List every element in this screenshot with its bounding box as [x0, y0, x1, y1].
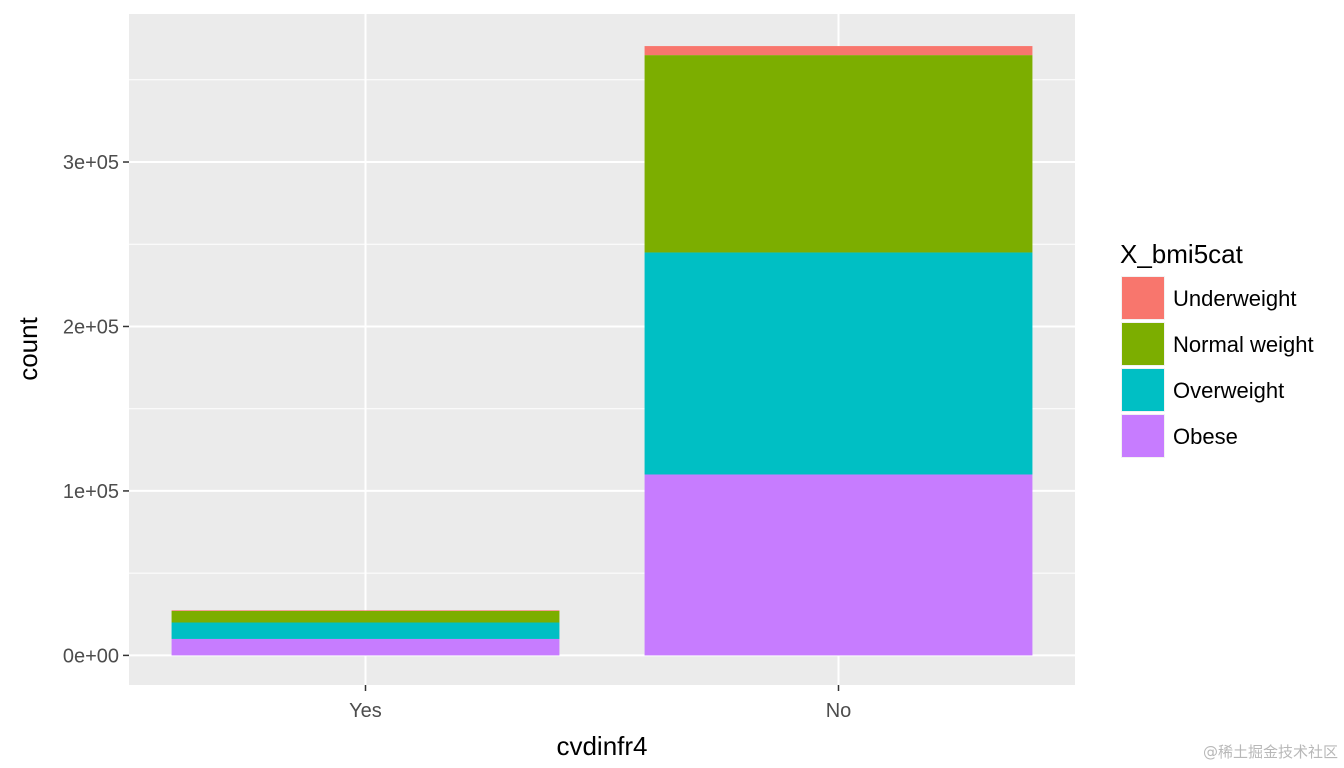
bar-yes-underweight — [171, 610, 560, 611]
legend-title: X_bmi5cat — [1120, 239, 1244, 269]
legend-swatch — [1122, 369, 1164, 411]
bar-no-obese — [644, 474, 1033, 656]
bars — [171, 46, 1033, 656]
bar-no-underweight — [644, 46, 1033, 56]
bar-yes-obese — [171, 638, 560, 656]
y-tick-label: 3e+05 — [63, 152, 119, 174]
bar-no-overweight — [644, 252, 1033, 475]
y-axis-ticks: 0e+00 1e+05 2e+05 3e+05 — [63, 152, 129, 667]
y-tick-label: 2e+05 — [63, 316, 119, 338]
legend-swatch — [1122, 323, 1164, 365]
bar-yes-overweight — [171, 622, 560, 639]
watermark: @稀土掘金技术社区 — [1202, 743, 1338, 761]
y-axis-title: count — [13, 316, 43, 380]
legend-label: Obese — [1173, 424, 1238, 449]
legend-label: Underweight — [1173, 286, 1297, 311]
x-axis-ticks: Yes No — [349, 685, 851, 722]
legend-swatch — [1122, 415, 1164, 457]
bar-no-normal-weight — [644, 55, 1033, 253]
y-tick-label: 0e+00 — [63, 645, 119, 667]
legend: Underweight Normal weight Overweight Obese — [1121, 276, 1314, 458]
legend-label: Overweight — [1173, 378, 1284, 403]
y-tick-label: 1e+05 — [63, 481, 119, 503]
x-tick-label: No — [826, 700, 852, 722]
x-tick-label: Yes — [349, 700, 382, 722]
bar-yes-normal-weight — [171, 610, 560, 623]
legend-label: Normal weight — [1173, 332, 1314, 357]
legend-swatch — [1122, 277, 1164, 319]
x-axis-title: cvdinfr4 — [556, 731, 647, 761]
